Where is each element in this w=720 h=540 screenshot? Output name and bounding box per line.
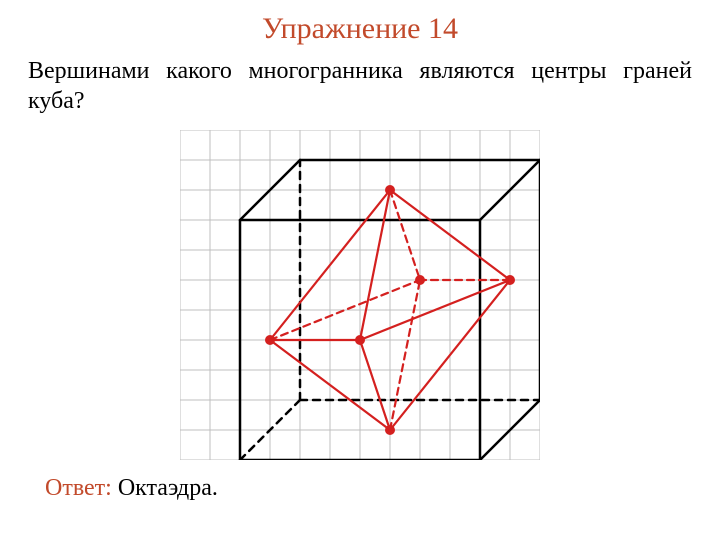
answer-value: Октаэдра. <box>112 475 218 501</box>
figure-container <box>180 130 540 465</box>
exercise-title: Упражнение 14 <box>0 12 720 46</box>
answer-label: Ответ: <box>45 475 112 501</box>
geometry-diagram <box>180 130 540 460</box>
page: Упражнение 14 Вершинами какого многогран… <box>0 0 720 540</box>
question-text: Вершинами какого многогранника являются … <box>28 56 692 116</box>
answer-line: Ответ: Октаэдра. <box>45 475 218 502</box>
title-text: Упражнение 14 <box>262 12 458 45</box>
